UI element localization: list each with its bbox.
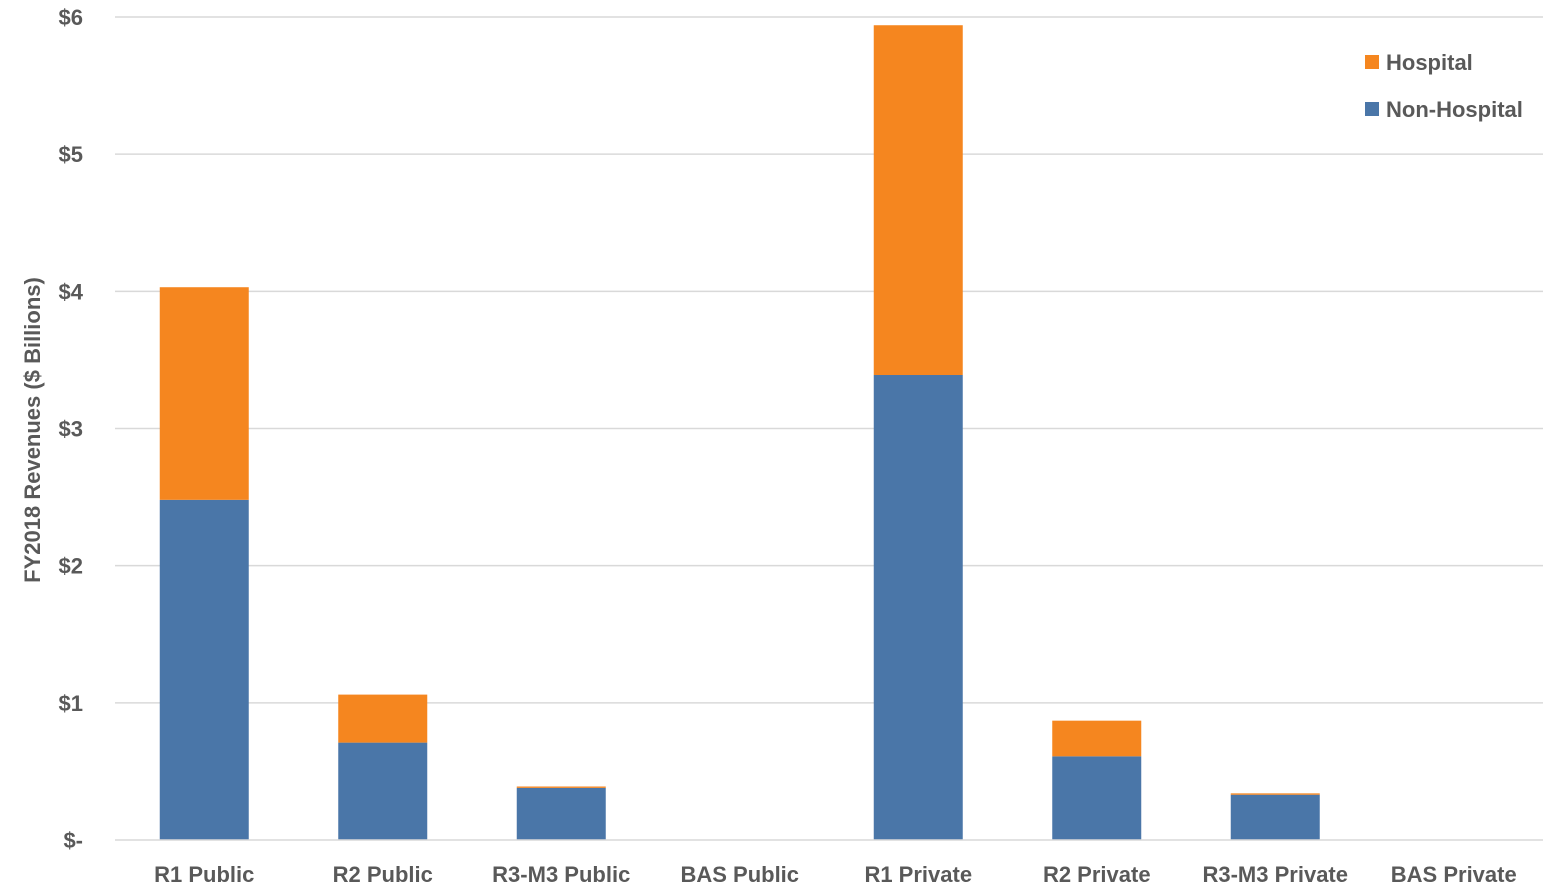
- legend-label: Hospital: [1386, 50, 1473, 75]
- x-category-label: BAS Public: [680, 862, 799, 887]
- bar-hospital-0: [159, 287, 249, 500]
- bar-non-hospital-1: [338, 742, 428, 840]
- x-axis-category-labels: R1 Public R2 Public R3-M3 Public BAS Public…: [154, 862, 1517, 887]
- bar-non-hospital-6: [1230, 794, 1320, 840]
- x-category-label: R2 Public: [333, 862, 433, 887]
- y-axis-title: FY2018 Revenues ($ Billions): [20, 277, 45, 583]
- legend-swatch-hospital: [1365, 55, 1379, 69]
- bar-non-hospital-0: [159, 499, 249, 840]
- y-tick-label: $2: [59, 554, 83, 579]
- bar-non-hospital-2: [516, 787, 606, 840]
- gridlines: [115, 16, 1543, 704]
- x-category-label: R1 Public: [154, 862, 254, 887]
- y-tick-label: $3: [59, 417, 83, 442]
- x-category-label: R3-M3 Private: [1202, 862, 1348, 887]
- x-category-label: R3-M3 Public: [492, 862, 630, 887]
- y-tick-label: $1: [59, 691, 83, 716]
- legend: Hospital Non-Hospital: [1365, 50, 1523, 122]
- x-category-label: R1 Private: [864, 862, 972, 887]
- bar-non-hospital-5: [1052, 756, 1142, 840]
- y-axis-tick-labels: $- $1 $2 $3 $4 $5 $6: [59, 5, 84, 853]
- bar-hospital-2: [516, 786, 606, 788]
- y-tick-label: $5: [59, 142, 83, 167]
- x-category-label: R2 Private: [1043, 862, 1151, 887]
- y-tick-label: $4: [59, 279, 84, 304]
- bar-hospital-6: [1230, 793, 1320, 795]
- y-tick-label: $6: [59, 5, 83, 30]
- bar-hospital-1: [338, 694, 428, 743]
- legend-label: Non-Hospital: [1386, 97, 1523, 122]
- bar-hospital-4: [873, 25, 963, 376]
- legend-swatch-non-hospital: [1365, 102, 1379, 116]
- x-category-label: BAS Private: [1391, 862, 1517, 887]
- bar-hospital-5: [1052, 720, 1142, 757]
- bars: [159, 25, 1320, 840]
- bar-non-hospital-4: [873, 375, 963, 840]
- y-tick-label: $-: [63, 828, 83, 853]
